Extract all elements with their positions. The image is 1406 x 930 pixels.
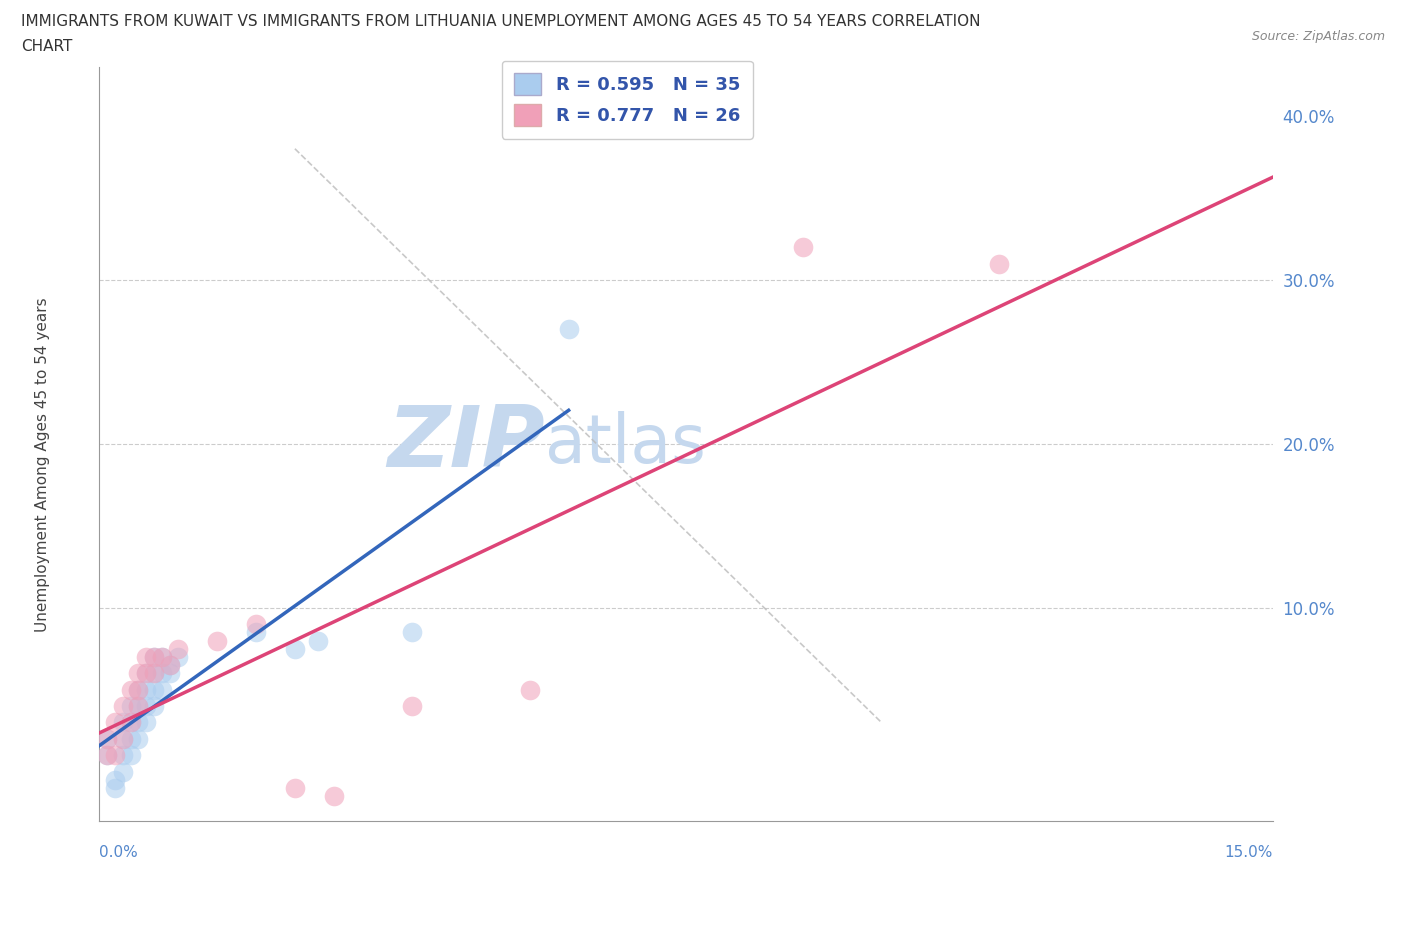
- Text: IMMIGRANTS FROM KUWAIT VS IMMIGRANTS FROM LITHUANIA UNEMPLOYMENT AMONG AGES 45 T: IMMIGRANTS FROM KUWAIT VS IMMIGRANTS FRO…: [21, 14, 980, 29]
- Point: [120, 683, 142, 698]
- Point: [135, 683, 157, 698]
- Point: [401, 625, 423, 640]
- Point: [111, 715, 134, 730]
- Point: [135, 698, 157, 713]
- Text: Unemployment Among Ages 45 to 54 years: Unemployment Among Ages 45 to 54 years: [35, 298, 49, 632]
- Point: [96, 732, 118, 747]
- Point: [111, 732, 134, 747]
- Point: [159, 658, 181, 672]
- Point: [135, 649, 157, 664]
- Point: [127, 698, 149, 713]
- Point: [96, 732, 118, 747]
- Point: [284, 780, 307, 795]
- Point: [104, 780, 127, 795]
- Point: [96, 748, 118, 763]
- Point: [96, 748, 118, 763]
- Point: [284, 642, 307, 657]
- Point: [127, 698, 149, 713]
- Point: [159, 658, 181, 672]
- Text: CHART: CHART: [21, 39, 73, 54]
- Point: [120, 715, 142, 730]
- Point: [166, 649, 188, 664]
- Point: [150, 649, 173, 664]
- Point: [401, 698, 423, 713]
- Text: 0.0%: 0.0%: [100, 845, 138, 860]
- Point: [143, 649, 166, 664]
- Point: [150, 666, 173, 681]
- Point: [150, 683, 173, 698]
- Point: [120, 748, 142, 763]
- Point: [150, 649, 173, 664]
- Point: [166, 642, 188, 657]
- Point: [135, 666, 157, 681]
- Point: [143, 698, 166, 713]
- Point: [987, 256, 1010, 271]
- Point: [245, 625, 267, 640]
- Point: [143, 666, 166, 681]
- Point: [127, 715, 149, 730]
- Point: [205, 633, 228, 648]
- Point: [120, 732, 142, 747]
- Point: [120, 698, 142, 713]
- Point: [135, 666, 157, 681]
- Text: ZIP: ZIP: [388, 403, 546, 485]
- Point: [127, 683, 149, 698]
- Point: [104, 773, 127, 788]
- Point: [143, 666, 166, 681]
- Point: [245, 617, 267, 631]
- Point: [159, 666, 181, 681]
- Point: [323, 789, 346, 804]
- Point: [104, 715, 127, 730]
- Point: [127, 683, 149, 698]
- Point: [792, 240, 814, 255]
- Point: [111, 732, 134, 747]
- Text: Source: ZipAtlas.com: Source: ZipAtlas.com: [1251, 30, 1385, 43]
- Text: 15.0%: 15.0%: [1225, 845, 1272, 860]
- Point: [127, 732, 149, 747]
- Point: [111, 748, 134, 763]
- Point: [111, 698, 134, 713]
- Point: [143, 649, 166, 664]
- Text: atlas: atlas: [546, 411, 706, 477]
- Point: [127, 666, 149, 681]
- Point: [120, 715, 142, 730]
- Point: [143, 683, 166, 698]
- Legend: R = 0.595   N = 35, R = 0.777   N = 26: R = 0.595 N = 35, R = 0.777 N = 26: [502, 60, 752, 140]
- Point: [307, 633, 329, 648]
- Point: [111, 764, 134, 779]
- Point: [519, 683, 541, 698]
- Point: [557, 322, 579, 337]
- Point: [135, 715, 157, 730]
- Point: [104, 748, 127, 763]
